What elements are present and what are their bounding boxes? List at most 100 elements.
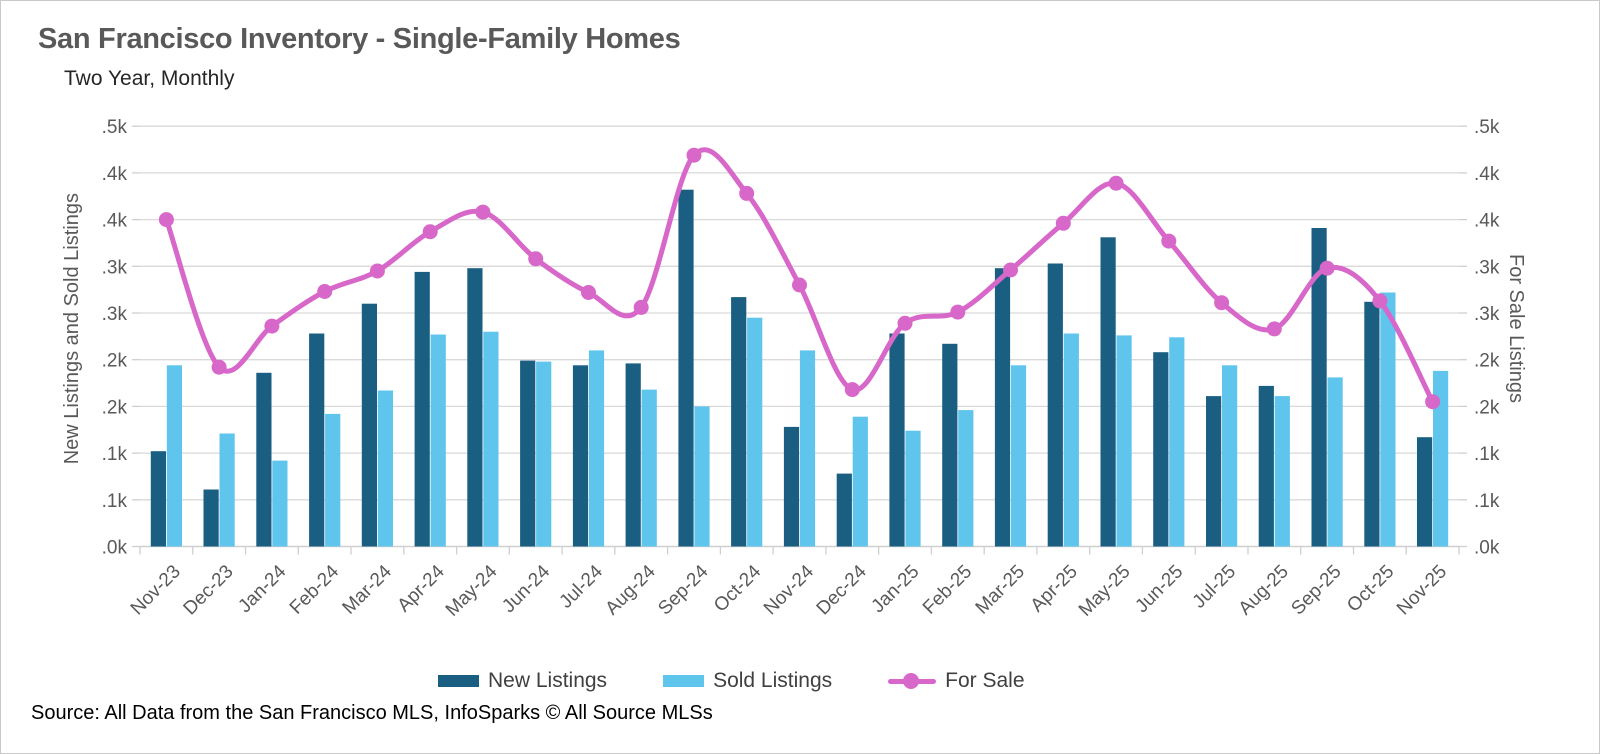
for-sale-point[interactable]	[1055, 215, 1071, 231]
for-sale-point[interactable]	[1372, 293, 1388, 309]
legend-item-for-sale[interactable]: For Sale	[888, 669, 1025, 693]
bar-sold-listings[interactable]	[325, 413, 341, 547]
y-axis-label-right: .0k	[1474, 538, 1500, 559]
bar-new-listings[interactable]	[1417, 437, 1433, 547]
bar-sold-listings[interactable]	[694, 406, 710, 547]
bar-sold-listings[interactable]	[1063, 333, 1079, 547]
for-sale-point[interactable]	[897, 315, 913, 331]
bar-new-listings[interactable]	[1206, 396, 1222, 547]
y-axis-label-left: .4k	[102, 164, 128, 185]
bar-sold-listings[interactable]	[536, 361, 552, 547]
for-sale-point[interactable]	[211, 359, 227, 375]
bar-new-listings[interactable]	[889, 333, 905, 547]
legend-item-sold-listings[interactable]: Sold Listings	[663, 669, 832, 693]
x-axis-label: Dec-23	[180, 561, 238, 619]
bar-new-listings[interactable]	[414, 271, 430, 547]
bar-sold-listings[interactable]	[958, 410, 974, 547]
for-sale-point[interactable]	[475, 204, 491, 220]
bar-new-listings[interactable]	[1100, 237, 1116, 547]
for-sale-point[interactable]	[264, 318, 280, 334]
for-sale-point[interactable]	[528, 251, 544, 267]
bar-new-listings[interactable]	[520, 360, 536, 547]
bar-new-listings[interactable]	[1153, 352, 1169, 547]
for-sale-point[interactable]	[950, 304, 966, 320]
y-axis-label-right: .1k	[1474, 444, 1500, 465]
bar-new-listings[interactable]	[1364, 301, 1380, 547]
bar-new-listings[interactable]	[1258, 385, 1274, 547]
bar-sold-listings[interactable]	[430, 334, 446, 547]
x-axis-label: Apr-25	[1027, 561, 1082, 616]
x-axis-label: Aug-25	[1235, 561, 1293, 619]
bar-sold-listings[interactable]	[641, 389, 657, 547]
bar-sold-listings[interactable]	[1274, 396, 1290, 547]
y-axis-label-right: .2k	[1474, 397, 1500, 418]
y-axis-label-left: .0k	[102, 538, 128, 559]
for-sale-point[interactable]	[581, 285, 596, 300]
for-sale-point[interactable]	[1214, 295, 1230, 311]
bar-sold-listings[interactable]	[799, 350, 816, 547]
bar-sold-listings[interactable]	[905, 430, 921, 547]
bar-sold-listings[interactable]	[219, 433, 235, 547]
for-sale-point[interactable]	[1319, 260, 1335, 276]
bar-new-listings[interactable]	[1311, 228, 1327, 547]
for-sale-point[interactable]	[739, 185, 755, 201]
x-axis-label: Nov-25	[1393, 561, 1451, 619]
bar-new-listings[interactable]	[994, 268, 1011, 547]
bar-sold-listings[interactable]	[852, 416, 868, 547]
bar-sold-listings[interactable]	[272, 460, 288, 547]
x-axis-label: Feb-25	[919, 561, 976, 618]
bar-new-listings[interactable]	[467, 268, 483, 547]
bar-sold-listings[interactable]	[1433, 370, 1449, 547]
bar-new-listings[interactable]	[361, 303, 377, 547]
y-axis-label-right: .5k	[1474, 117, 1500, 138]
for-sale-point[interactable]	[792, 277, 807, 293]
bar-new-listings[interactable]	[942, 343, 958, 547]
bar-sold-listings[interactable]	[483, 331, 499, 547]
legend-item-new-listings[interactable]: New Listings	[438, 669, 607, 693]
bar-new-listings[interactable]	[1047, 263, 1063, 547]
for-sale-point[interactable]	[1425, 394, 1441, 410]
bar-sold-listings[interactable]	[1010, 365, 1027, 547]
for-sale-point[interactable]	[158, 212, 174, 228]
x-axis-label: Nov-23	[127, 561, 185, 619]
bar-new-listings[interactable]	[678, 189, 694, 547]
bar-sold-listings[interactable]	[1380, 292, 1396, 547]
for-sale-point[interactable]	[422, 224, 438, 240]
bar-new-listings[interactable]	[572, 365, 589, 547]
x-axis-label: May-24	[442, 561, 502, 621]
bar-new-listings[interactable]	[836, 473, 852, 547]
bar-sold-listings[interactable]	[588, 350, 605, 547]
bar-sold-listings[interactable]	[166, 365, 182, 547]
bar-sold-listings[interactable]	[747, 317, 763, 547]
legend-label-for-sale: For Sale	[945, 669, 1025, 692]
bar-sold-listings[interactable]	[1116, 335, 1132, 547]
bar-sold-listings[interactable]	[1327, 377, 1343, 547]
for-sale-point[interactable]	[633, 299, 649, 315]
for-sale-point[interactable]	[1003, 262, 1018, 278]
bar-new-listings[interactable]	[783, 426, 800, 547]
y-axis-label-right: .3k	[1474, 304, 1500, 325]
bar-new-listings[interactable]	[731, 297, 747, 547]
bar-sold-listings[interactable]	[1169, 337, 1185, 547]
for-sale-point[interactable]	[1108, 175, 1124, 191]
bar-new-listings[interactable]	[309, 333, 325, 547]
x-axis-label: May-25	[1075, 561, 1135, 621]
for-sale-point[interactable]	[1161, 233, 1177, 249]
for-sale-point[interactable]	[317, 284, 333, 299]
x-axis-label: Jul-25	[1189, 561, 1240, 612]
legend: New Listings Sold Listings For Sale	[438, 669, 1025, 693]
bar-new-listings[interactable]	[625, 363, 641, 547]
for-sale-point[interactable]	[369, 263, 385, 279]
bars	[150, 189, 1449, 547]
for-sale-point[interactable]	[844, 382, 860, 398]
bar-new-listings[interactable]	[203, 489, 219, 547]
for-sale-point[interactable]	[686, 147, 702, 163]
bar-sold-listings[interactable]	[1222, 365, 1238, 547]
bar-new-listings[interactable]	[150, 451, 166, 547]
x-axis-label: Apr-24	[394, 561, 449, 616]
bar-sold-listings[interactable]	[377, 390, 393, 547]
for-sale-point[interactable]	[1266, 321, 1282, 337]
bar-new-listings[interactable]	[256, 372, 272, 547]
x-axis-label: Jan-24	[234, 561, 290, 617]
